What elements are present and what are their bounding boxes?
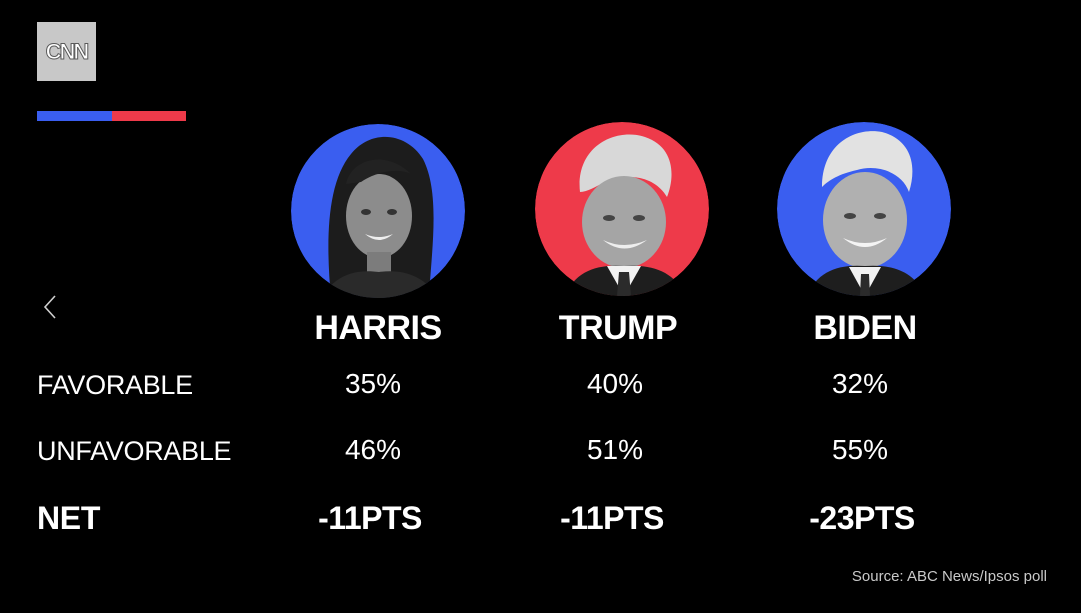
candidate-name-biden: BIDEN [813, 309, 917, 347]
logo-text: CNN [45, 38, 90, 64]
candidate-name-harris: HARRIS [314, 309, 442, 347]
favorable-biden: 32% [831, 368, 889, 399]
chevron-left-icon[interactable] [42, 294, 62, 320]
net-biden: -23PTS [809, 500, 915, 536]
net-trump: -11PTS [560, 500, 664, 536]
cnn-logo: CNN [37, 22, 96, 81]
portrait-harris [291, 124, 465, 298]
source-note: Source: ABC News/Ipsos poll [851, 568, 1047, 585]
row-label-net: NET [37, 500, 101, 536]
unfavorable-trump: 51% [586, 434, 644, 465]
favorable-trump: 40% [586, 368, 644, 399]
portrait-trump [535, 122, 709, 296]
candidate-name-trump: TRUMP [558, 309, 678, 347]
favorable-harris: 35% [344, 368, 402, 399]
stripe-blue [37, 111, 112, 121]
portrait-biden [777, 122, 951, 296]
row-label-unfavorable: UNFAVORABLE [37, 436, 232, 466]
unfavorable-biden: 55% [831, 434, 889, 465]
brand-stripe [37, 111, 186, 121]
row-label-favorable: FAVORABLE [37, 370, 193, 400]
unfavorable-harris: 46% [344, 434, 402, 465]
net-harris: -11PTS [318, 500, 422, 536]
stripe-red [112, 111, 186, 121]
